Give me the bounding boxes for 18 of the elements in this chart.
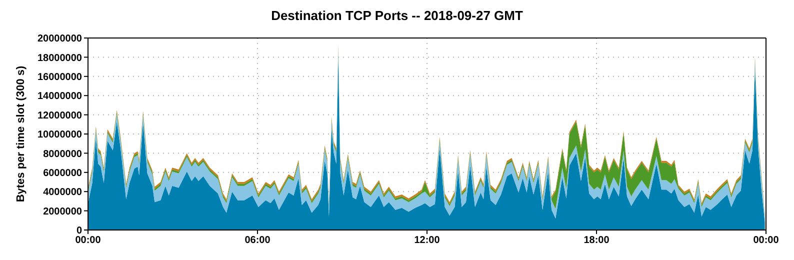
y-tick-label: 8000000 [43, 148, 82, 160]
y-tick-label: 12000000 [38, 110, 82, 122]
y-tick-label: 16000000 [38, 72, 82, 83]
y-tick-label: 0 [76, 226, 82, 237]
x-tick-label: 06:00 [244, 235, 271, 246]
y-axis-title: Bytes per time slot (300 s) [14, 66, 27, 202]
x-tick-label: 18:00 [584, 235, 610, 246]
chart-title: Destination TCP Ports -- 2018-09-27 GMT [270, 8, 524, 23]
y-tick-label: 14000000 [38, 91, 82, 102]
y-tick-label: 6000000 [43, 168, 82, 179]
y-tick-label: 18000000 [38, 52, 82, 64]
y-tick-label: 20000000 [38, 34, 82, 45]
y-tick-label: 4000000 [43, 187, 82, 198]
y-tick-label: 2000000 [43, 206, 82, 218]
x-tick-label: 00:00 [75, 235, 102, 246]
x-tick-label: 00:00 [753, 235, 780, 246]
y-tick-label: 10000000 [38, 130, 82, 141]
x-tick-label: 12:00 [414, 235, 440, 246]
